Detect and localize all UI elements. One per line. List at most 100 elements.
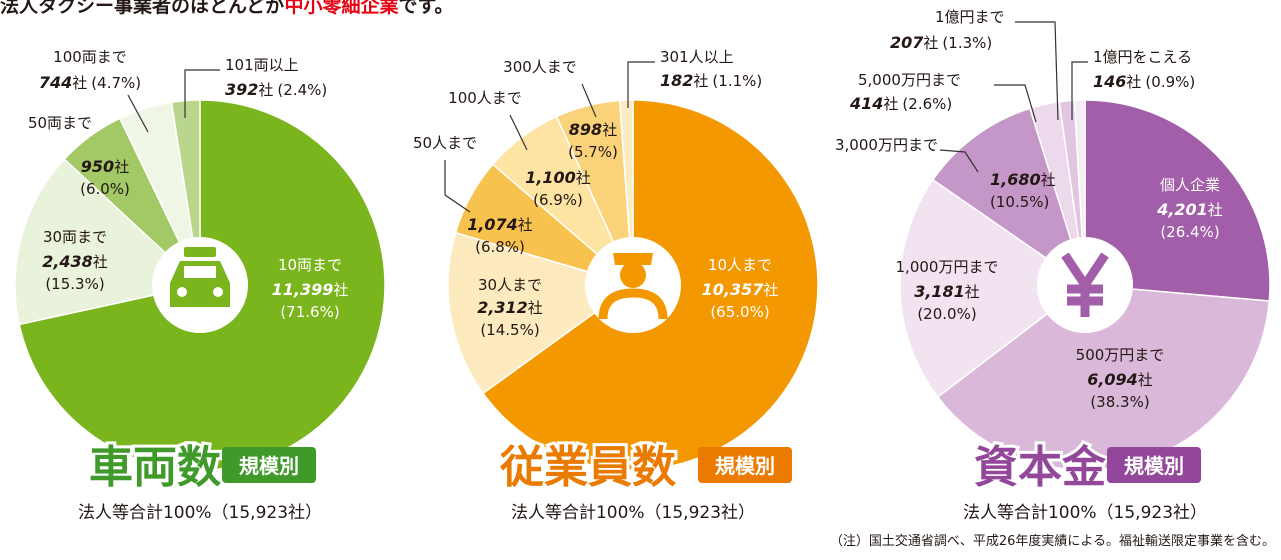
pie-slice xyxy=(931,107,1087,287)
value-number: 898 xyxy=(569,120,602,139)
share-label: (71.6%) xyxy=(280,303,339,321)
value-label: 3,181社 xyxy=(914,282,980,301)
value-number: 11,399 xyxy=(272,280,334,299)
note: （注）国土交通省調べ、平成26年度実績による。福祉輸送限定事業を含む。 xyxy=(830,533,1275,549)
value-label: 6,094社 xyxy=(1087,370,1153,389)
share-label: (0.9%) xyxy=(1145,73,1195,91)
headline-highlight: 中小零細企業 xyxy=(284,0,399,17)
category-label: 100両まで xyxy=(53,48,127,66)
headline: 法人タクシー事業者のほとんどが中小零細企業です。 xyxy=(0,0,454,17)
category-label: 10人まで xyxy=(708,256,772,274)
value-label: 2,438社 xyxy=(42,252,108,271)
leader-line xyxy=(1015,21,1059,121)
category-label: 50人まで xyxy=(413,134,477,152)
value-label: 182社 (1.1%) xyxy=(660,71,762,90)
value-number: 1,074 xyxy=(467,215,518,234)
value-number: 4,201 xyxy=(1156,200,1208,219)
chart-subtitle: 規模別 xyxy=(1124,454,1184,478)
leader-line xyxy=(184,69,220,118)
category-label: 30両まで xyxy=(43,228,107,246)
chart-subtitle: 規模別 xyxy=(715,454,775,478)
value-unit: 社 xyxy=(763,281,778,299)
value-unit: 社 xyxy=(693,72,708,90)
share-label: (2.6%) xyxy=(902,95,952,113)
value-number: 744 xyxy=(39,73,72,92)
leader-line xyxy=(1071,61,1088,120)
share-label: (26.4%) xyxy=(1160,223,1219,241)
leader-line xyxy=(509,114,528,151)
chart-title: 資本金 xyxy=(974,442,1107,493)
icon-taxi-sign xyxy=(184,247,216,257)
share-label: (6.0%) xyxy=(80,180,130,198)
value-unit: 社 xyxy=(602,121,617,139)
value-label: 898社 xyxy=(569,120,617,139)
value-label: 146社 (0.9%) xyxy=(1093,72,1195,91)
total-label: 法人等合計100%（15,923社） xyxy=(78,503,322,523)
value-unit: 社 xyxy=(1126,73,1141,91)
icon-yen xyxy=(1061,252,1109,317)
subtitle-box xyxy=(698,447,792,483)
value-unit: 社 xyxy=(1138,371,1153,389)
category-label: 1,000万円まで xyxy=(896,258,999,276)
share-label: (65.0%) xyxy=(710,303,769,321)
total-label: 法人等合計100%（15,923社） xyxy=(963,503,1207,523)
share-label: (4.7%) xyxy=(91,74,141,92)
value-unit: 社 xyxy=(528,299,543,317)
leader-line xyxy=(581,83,597,118)
pie-slice xyxy=(1084,99,1271,302)
value-number: 3,181 xyxy=(914,282,965,301)
value-unit: 社 xyxy=(114,158,129,176)
value-number: 1,100 xyxy=(525,168,576,187)
value-label: 414社 (2.6%) xyxy=(849,94,952,113)
share-label: (6.9%) xyxy=(533,191,583,209)
value-unit: 社 xyxy=(93,253,108,271)
icon-head xyxy=(620,262,646,288)
icon-taxi-window xyxy=(184,266,216,278)
category-label: 301人以上 xyxy=(660,48,734,66)
value-number: 414 xyxy=(849,94,883,113)
value-unit: 社 xyxy=(518,216,533,234)
share-label: (2.4%) xyxy=(277,81,327,99)
category-label: 50両まで xyxy=(28,114,92,132)
value-number: 207 xyxy=(890,33,924,52)
leader-line xyxy=(939,149,979,173)
icon-cap xyxy=(613,253,653,265)
value-number: 182 xyxy=(660,71,693,90)
category-label: 30人まで xyxy=(478,276,542,294)
leader-line xyxy=(127,94,149,133)
share-label: (38.3%) xyxy=(1090,393,1149,411)
value-label: 744社 (4.7%) xyxy=(39,73,141,92)
value-unit: 社 xyxy=(333,281,348,299)
value-label: 207社 (1.3%) xyxy=(890,33,992,52)
share-label: (5.7%) xyxy=(568,143,618,161)
chart-title: 従業員数 xyxy=(499,442,676,493)
value-number: 950 xyxy=(81,157,114,176)
chart-subtitle: 規模別 xyxy=(239,454,299,478)
value-unit: 社 xyxy=(883,95,898,113)
category-label: 101両以上 xyxy=(225,56,299,74)
value-label: 1,074社 xyxy=(467,215,533,234)
value-number: 10,357 xyxy=(702,280,765,299)
category-label: 個人企業 xyxy=(1160,176,1220,194)
category-label: 1億円まで xyxy=(935,8,1005,26)
category-label: 10両まで xyxy=(278,256,342,274)
category-label: 300人まで xyxy=(503,58,577,76)
value-unit: 社 xyxy=(576,169,591,187)
share-label: (1.3%) xyxy=(942,34,992,52)
icon-wheel xyxy=(177,287,187,297)
value-number: 392 xyxy=(225,80,258,99)
share-label: (20.0%) xyxy=(917,305,976,323)
value-unit: 社 xyxy=(258,81,273,99)
value-label: 1,680社 xyxy=(990,170,1056,189)
leader-line xyxy=(444,160,471,213)
icon-body xyxy=(598,288,668,320)
category-label: 100人まで xyxy=(448,89,522,107)
value-unit: 社 xyxy=(1208,201,1223,219)
value-label: 1,100社 xyxy=(525,168,591,187)
value-label: 4,201社 xyxy=(1156,200,1223,219)
share-label: (1.1%) xyxy=(712,72,762,90)
value-label: 10,357社 xyxy=(702,280,779,299)
total-label: 法人等合計100%（15,923社） xyxy=(511,503,755,523)
leader-line xyxy=(994,84,1037,123)
